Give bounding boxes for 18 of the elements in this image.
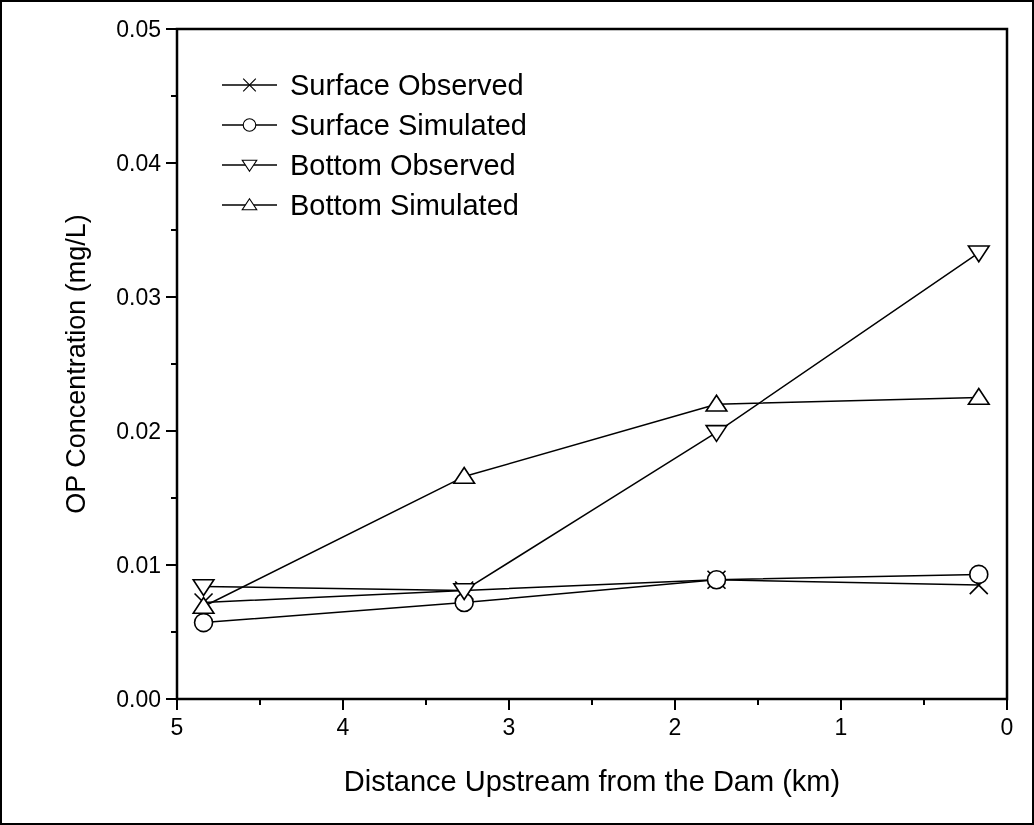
y-tick-label: 0.02 xyxy=(116,418,161,444)
legend-label: Bottom Simulated xyxy=(290,189,519,221)
text: 0.00 xyxy=(116,686,161,712)
x-tick-label: 4 xyxy=(336,714,350,740)
y-tick-label: 0.05 xyxy=(116,16,161,42)
x-tick-label: 1 xyxy=(834,714,848,740)
legend-label: Surface Simulated xyxy=(290,109,527,141)
legend-label: Surface Observed xyxy=(290,69,524,101)
x-tick-label: 5 xyxy=(170,714,184,740)
y-tick-label: 0.01 xyxy=(116,552,161,578)
x-tick-label: 2 xyxy=(668,714,682,740)
x-tick-label: 0 xyxy=(1000,714,1014,740)
y-tick-label: 0.04 xyxy=(116,150,162,176)
legend-label: Bottom Observed xyxy=(290,149,516,181)
y-axis-title: OP Concentration (mg/L) xyxy=(61,214,91,514)
x-tick-label: 3 xyxy=(502,714,516,740)
x-axis-title: Distance Upstream from the Dam (km) xyxy=(343,765,841,797)
y-tick-label: 0.03 xyxy=(116,284,161,310)
